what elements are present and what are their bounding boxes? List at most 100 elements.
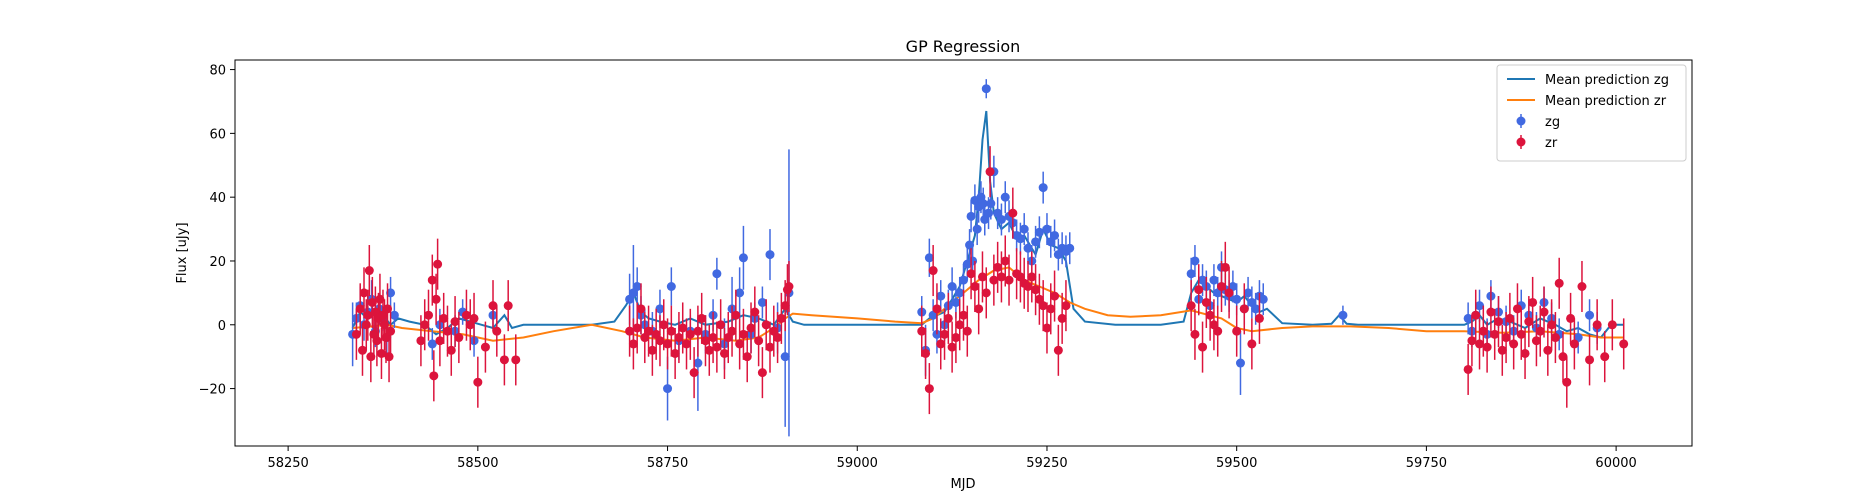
y-tick-label: 0 <box>218 319 226 334</box>
zr-point <box>632 323 642 333</box>
zg-point <box>1065 243 1075 253</box>
zr-point <box>1486 307 1496 317</box>
zr-point <box>1585 355 1595 365</box>
zr-point <box>1550 333 1560 343</box>
zr-point <box>784 281 794 291</box>
zr-point <box>1205 310 1215 320</box>
zr-point <box>682 339 692 349</box>
y-tick-label: 80 <box>209 64 226 79</box>
zr-point <box>384 352 394 362</box>
zg-point <box>1015 234 1025 244</box>
zr-point <box>1592 320 1602 330</box>
zr-point <box>921 348 931 358</box>
zr-point <box>1239 304 1249 314</box>
zr-point <box>1232 326 1242 336</box>
zr-point <box>1577 281 1587 291</box>
zg-point <box>693 358 703 368</box>
legend-marker-zr <box>1516 137 1526 147</box>
zr-point <box>1467 336 1477 346</box>
zr-point <box>473 377 483 387</box>
mean-prediction-line-zr <box>352 266 1624 342</box>
zg-point <box>386 288 396 298</box>
zr-point <box>708 333 718 343</box>
zr-point <box>727 326 737 336</box>
zg-point <box>780 352 790 362</box>
zg-point <box>1186 269 1196 279</box>
zr-point <box>1478 326 1488 336</box>
zr-point <box>974 304 984 314</box>
zr-point <box>1000 256 1010 266</box>
zr-point <box>1057 313 1067 323</box>
zr-point <box>363 310 373 320</box>
zr-point <box>628 339 638 349</box>
zg-point <box>1038 183 1048 193</box>
zg-point <box>1034 227 1044 237</box>
zr-point <box>697 313 707 323</box>
zr-point <box>366 352 376 362</box>
zr-point <box>1524 317 1534 327</box>
zr-point <box>1619 339 1629 349</box>
x-tick-label: 60000 <box>1595 456 1636 471</box>
zr-point <box>1463 364 1473 374</box>
zg-point <box>1258 294 1268 304</box>
zr-point <box>1566 313 1576 323</box>
zr-point <box>947 342 957 352</box>
zg-point <box>968 256 978 266</box>
zr-point <box>712 342 722 352</box>
zr-point <box>943 313 953 323</box>
axes: 58250 58500 58750 59000 59250 59500 59750 60000… <box>199 59 1693 471</box>
zg-point <box>1209 275 1219 285</box>
zg-point <box>1042 224 1052 234</box>
y-tick-label: 60 <box>209 127 226 142</box>
zr-point <box>754 336 764 346</box>
zr-point <box>427 275 437 285</box>
x-tick-label: 59250 <box>1026 456 1067 471</box>
zr-point <box>985 167 995 177</box>
zr-point <box>372 336 382 346</box>
zg-point <box>738 253 748 263</box>
zr-point <box>1558 352 1568 362</box>
zr-point <box>416 336 426 346</box>
zr-point <box>1505 313 1515 323</box>
zr-point <box>647 345 657 355</box>
x-tick-label: 59500 <box>1216 456 1257 471</box>
zg-point <box>951 297 961 307</box>
zr-point <box>776 313 786 323</box>
zr-point <box>1516 329 1526 339</box>
zr-point <box>1607 320 1617 330</box>
zg-point <box>955 288 965 298</box>
zr-point <box>966 269 976 279</box>
zr-point <box>644 326 654 336</box>
x-axis-label: MJD <box>950 477 975 492</box>
zr-point <box>731 310 741 320</box>
zr-point <box>1471 310 1481 320</box>
zr-point <box>955 320 965 330</box>
zr-point <box>1038 301 1048 311</box>
zr-point <box>700 336 710 346</box>
zr-point <box>1543 345 1553 355</box>
zg-point <box>1475 301 1485 311</box>
zr-point <box>386 326 396 336</box>
zg-point <box>1251 304 1261 314</box>
zr-point <box>433 259 443 269</box>
zr-point <box>685 329 695 339</box>
zg-point <box>1031 237 1041 247</box>
zr-point <box>1562 377 1572 387</box>
zg-point <box>981 84 991 94</box>
zr-point <box>435 336 445 346</box>
zg-point <box>947 281 957 291</box>
zr-point <box>1201 297 1211 307</box>
x-tick-label: 58750 <box>647 456 688 471</box>
zr-point <box>993 262 1003 272</box>
zr-point <box>1190 329 1200 339</box>
zr-point <box>674 333 684 343</box>
zr-point <box>1528 297 1538 307</box>
zr-point <box>499 355 509 365</box>
zr-point <box>738 329 748 339</box>
zr-point <box>439 313 449 323</box>
zr-point <box>1539 307 1549 317</box>
zr-point <box>420 320 430 330</box>
zr-point <box>1569 339 1579 349</box>
zr-point <box>666 326 676 336</box>
